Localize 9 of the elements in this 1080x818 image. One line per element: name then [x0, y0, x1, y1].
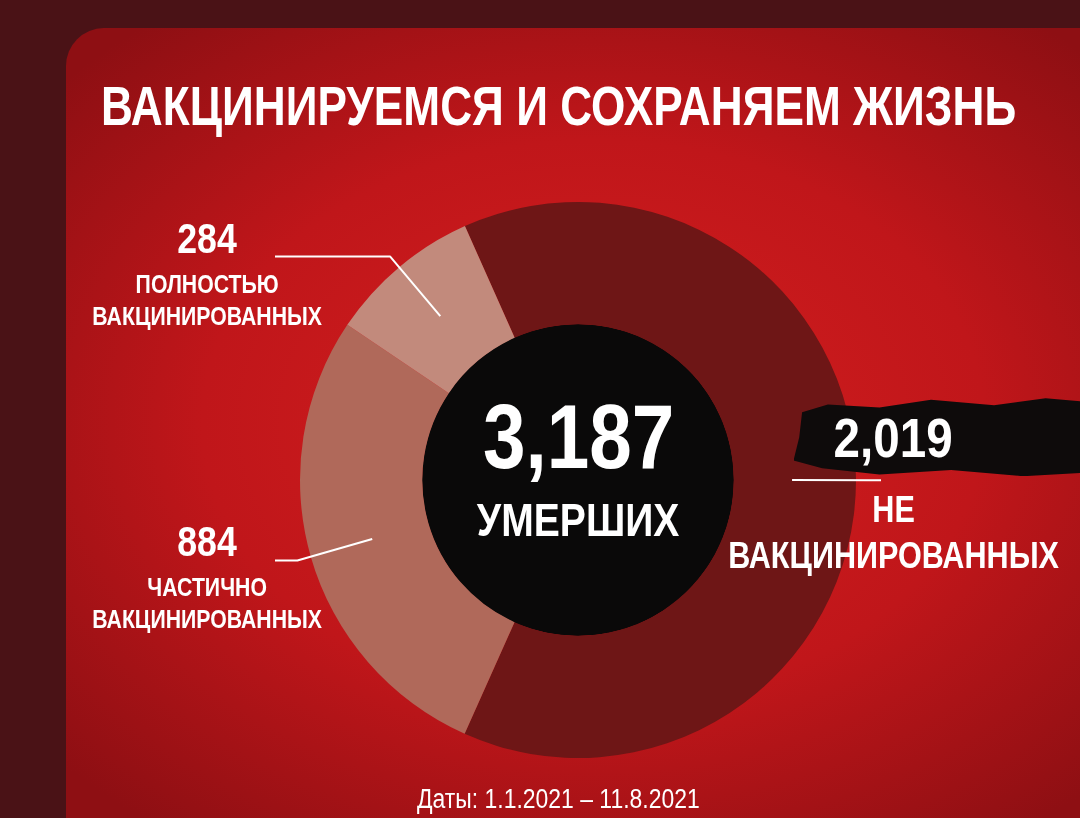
data-label: 884	[177, 518, 237, 566]
chart-title: ВАКЦИНИРУЕМСЯ И СОХРАНЯЕМ ЖИЗНЬ	[100, 74, 1016, 137]
slice-label: ЧАСТИЧНО ВАКЦИНИРОВАННЫХ	[92, 572, 323, 636]
slice-label: НЕ ВАКЦИНИРОВАННЫХ	[727, 488, 1059, 579]
text: Даты: 1.1.2021 – 11.8.2021	[416, 783, 700, 814]
data-label: 2,019	[833, 406, 953, 470]
slice-label: ПОЛНОСТЬЮ ВАКЦИНИРОВАННЫХ	[92, 268, 323, 332]
data-label: 284	[177, 214, 237, 262]
text: 3,187 УМЕРШИХ	[476, 387, 680, 546]
